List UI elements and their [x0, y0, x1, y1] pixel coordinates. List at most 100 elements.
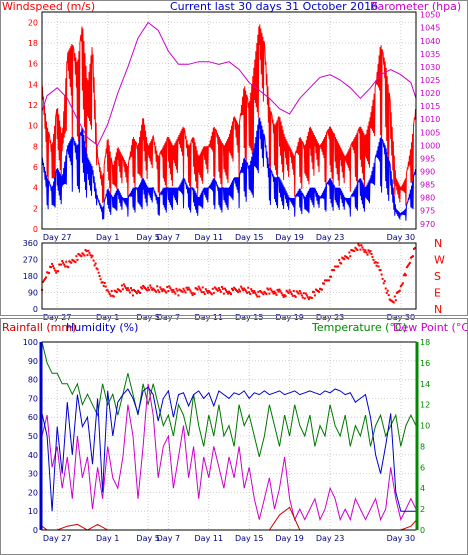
- wind-direction-point: [264, 291, 267, 294]
- wind-direction-point: [403, 272, 406, 275]
- wind-direction-point: [128, 291, 131, 294]
- wind-direction-point: [272, 292, 275, 295]
- wind-direction-point: [143, 286, 146, 288]
- wind-direction-point: [80, 255, 83, 258]
- direction-tick-label: 0: [33, 305, 38, 314]
- wind-direction-point: [414, 247, 416, 250]
- wind-direction-point: [158, 291, 161, 294]
- wind-direction-point: [136, 292, 138, 295]
- wind-direction-point: [89, 254, 92, 257]
- wind-direction-point: [134, 290, 136, 292]
- barometer-tick-label: 1045: [420, 24, 440, 33]
- humidity-tick-label: 30: [28, 470, 38, 479]
- wind-direction-point: [215, 288, 218, 291]
- wind-direction-point: [124, 287, 127, 290]
- wind-direction-point: [227, 292, 229, 295]
- windspeed-series: [41, 24, 416, 206]
- wind-direction-point: [204, 288, 207, 291]
- wind-direction-point: [74, 261, 77, 264]
- wind-plot-frame: [41, 11, 417, 230]
- barometer-tick-label: 995: [420, 154, 435, 163]
- x-tick-label: Day 11: [195, 313, 224, 322]
- wind-direction-point: [240, 285, 243, 288]
- wind-direction-point: [186, 288, 189, 291]
- wind-direction-point: [269, 287, 272, 290]
- wind-direction-point: [330, 275, 333, 278]
- windspeed-tick-label: 4: [33, 184, 38, 193]
- temperature-tick-label: 8: [420, 442, 425, 451]
- wind-direction-point: [295, 290, 298, 293]
- wind-direction-point: [407, 263, 410, 266]
- wind-direction-point: [126, 287, 129, 290]
- wind-direction-point: [283, 294, 286, 297]
- wind-direction-point: [108, 293, 111, 295]
- wind-direction-point: [268, 292, 271, 295]
- wind-direction-point: [127, 289, 130, 292]
- wind-direction-point: [160, 288, 163, 291]
- wind-direction-point: [230, 293, 232, 296]
- wind-direction-point: [213, 286, 216, 289]
- wind-direction-point: [53, 267, 56, 270]
- wind-direction-point: [183, 289, 186, 292]
- x-tick-label: Day 7: [157, 233, 180, 242]
- wind-direction-point: [70, 261, 73, 264]
- wind-direction-point: [199, 289, 202, 292]
- wind-direction-point: [130, 287, 132, 290]
- wind-direction-point: [267, 288, 270, 291]
- wind-direction-point: [313, 294, 316, 297]
- wind-direction-point: [201, 286, 204, 289]
- wind-direction-point: [297, 292, 300, 295]
- wind-direction-point: [107, 291, 110, 294]
- wind-direction-point: [87, 249, 90, 252]
- wind-direction-point: [171, 290, 174, 293]
- wind-direction-point: [137, 289, 139, 292]
- x-tick-label: Day 15: [235, 233, 264, 242]
- wind-direction-point: [50, 266, 53, 269]
- temperature-tick-label: 10: [420, 422, 430, 431]
- wind-direction-point: [109, 294, 112, 297]
- wind-direction-point: [76, 258, 79, 261]
- wind-direction-point: [255, 293, 258, 296]
- wind-direction-point: [289, 291, 292, 294]
- wind-direction-point: [394, 299, 397, 302]
- wind-direction-point: [159, 286, 162, 289]
- wind-direction-point: [338, 258, 341, 261]
- wind-direction-point: [399, 285, 402, 288]
- dewpoint-series: [41, 383, 417, 522]
- wind-direction-point: [92, 259, 95, 262]
- wind-direction-point: [187, 286, 190, 289]
- wind-direction-point: [140, 286, 143, 289]
- wind-direction-point: [155, 290, 158, 293]
- x-tick-label: Day 19: [275, 534, 304, 543]
- windspeed-tick-label: 0: [33, 225, 38, 234]
- wind-direction-point: [42, 280, 44, 283]
- rainfall-axis-title: Rainfall (mm): [2, 321, 76, 334]
- wind-direction-point: [353, 250, 356, 253]
- x-tick-label: Day 30: [387, 534, 416, 543]
- wind-direction-point: [356, 249, 359, 251]
- wind-direction-point: [217, 287, 220, 290]
- barometer-tick-label: 1040: [420, 37, 440, 46]
- wind-direction-point: [367, 249, 370, 252]
- wind-direction-point: [102, 284, 105, 287]
- humidity-tick-label: 100: [23, 338, 38, 347]
- wind-direction-point: [271, 290, 274, 293]
- wind-direction-point: [354, 246, 357, 249]
- wind-direction-point: [73, 260, 76, 263]
- wind-direction-point: [306, 296, 309, 299]
- wind-direction-point: [266, 287, 269, 290]
- chart-title: Current last 30 days 31 October 2016: [170, 0, 378, 13]
- wind-direction-point: [110, 290, 113, 292]
- wind-direction-point: [131, 289, 133, 292]
- barometer-tick-label: 1050: [420, 11, 440, 20]
- wind-direction-point: [177, 294, 180, 297]
- wind-direction-point: [302, 292, 305, 295]
- wind-direction-point: [292, 290, 295, 292]
- wind-direction-point: [207, 290, 210, 292]
- compass-label: N: [434, 237, 442, 250]
- x-tick-label: Day 5: [136, 313, 159, 322]
- wind-direction-point: [233, 286, 236, 289]
- windspeed-tick-label: 14: [28, 80, 38, 89]
- wind-direction-point: [216, 289, 219, 292]
- temperature-axis-title: Temperature (°C): [311, 321, 407, 334]
